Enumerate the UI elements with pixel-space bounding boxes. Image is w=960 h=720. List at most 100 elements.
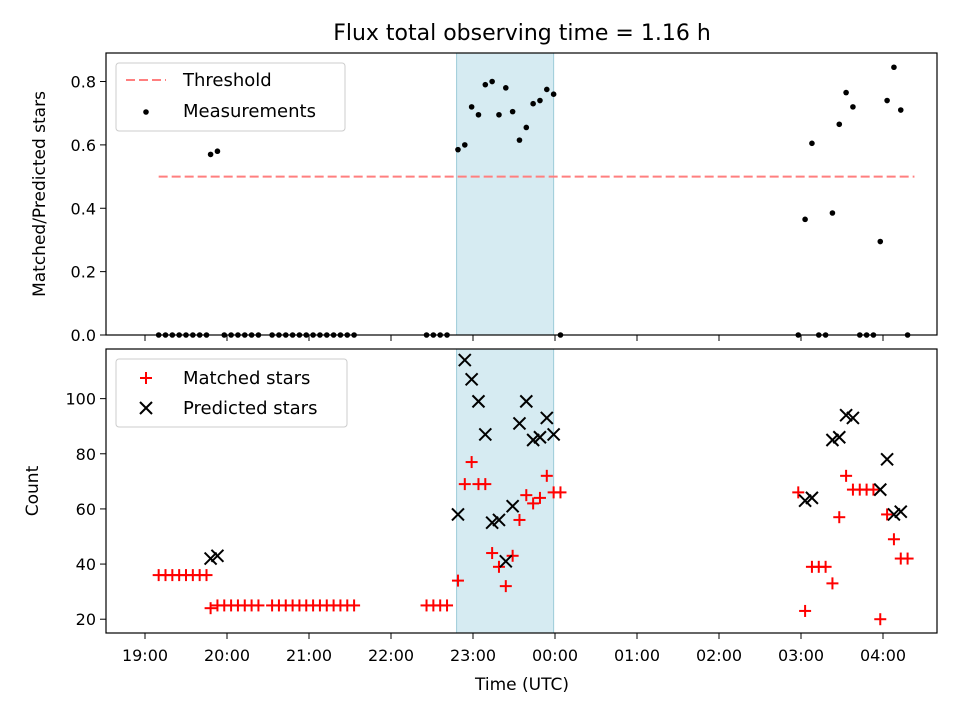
x-tick-label: 22:00 xyxy=(368,646,414,665)
measurement-point xyxy=(836,121,843,128)
measurement-point xyxy=(829,210,836,216)
predicted-stars-point xyxy=(887,507,901,522)
y-tick-label: 80 xyxy=(76,445,96,464)
x-tick-label: 03:00 xyxy=(778,646,824,665)
x-tick-label: 19:00 xyxy=(122,646,168,665)
matched-stars-point xyxy=(833,511,846,524)
measurement-point xyxy=(455,146,461,153)
matched-stars-point xyxy=(887,533,900,546)
predicted-stars-point xyxy=(825,433,840,447)
x-tick-label: 02:00 xyxy=(696,646,742,665)
matched-stars-point xyxy=(520,489,533,502)
predicted-stars-point xyxy=(846,411,860,425)
predicted-stars-point xyxy=(512,416,527,431)
matched-stars-point xyxy=(881,508,894,521)
predicted-stars-point xyxy=(458,353,472,367)
predicted-stars-point xyxy=(873,482,887,497)
measurement-point xyxy=(537,97,543,104)
top-y-axis-label: Matched/Predicted stars xyxy=(30,91,50,297)
y-tick-label: 100 xyxy=(65,390,96,409)
chart-title: Flux total observing time = 1.16 h xyxy=(333,21,711,46)
predicted-stars-point xyxy=(839,408,853,422)
predicted-stars-point xyxy=(499,554,513,569)
predicted-stars-point xyxy=(540,411,554,425)
bottom-panel: 20 40 60 80 100 Count Matched stars Predicte… xyxy=(23,348,938,639)
matched-stars-point xyxy=(554,486,567,499)
predicted-stars-point xyxy=(805,491,819,505)
predicted-stars-point xyxy=(478,427,493,442)
matched-stars-point xyxy=(540,469,553,482)
predicted-stars-point xyxy=(203,551,218,566)
y-tick-label: 0.6 xyxy=(71,136,96,155)
x-tick-label: 23:00 xyxy=(450,646,496,665)
predicted-stars-point xyxy=(526,433,540,447)
matched-stars-point xyxy=(506,549,519,562)
measurement-point xyxy=(207,151,214,158)
matched-stars-point xyxy=(479,478,492,491)
y-tick-label: 20 xyxy=(76,610,96,629)
x-tick-label: 00:00 xyxy=(532,646,578,665)
predicted-stars-point xyxy=(505,499,520,513)
predicted-stars-point xyxy=(798,493,812,508)
matched-stars-point xyxy=(874,613,887,626)
measurement-point xyxy=(897,107,904,113)
matched-stars-point xyxy=(527,497,540,510)
legend-matched-marker xyxy=(140,372,152,384)
predicted-stars-point xyxy=(519,394,534,409)
matched-stars-point xyxy=(792,486,805,499)
measurement-point xyxy=(884,97,890,104)
matched-stars-point xyxy=(533,491,546,504)
legend-predicted-label: Predicted stars xyxy=(183,398,317,419)
measurement-point xyxy=(809,140,815,147)
predicted-stars-point xyxy=(880,452,894,466)
matched-stars-point xyxy=(441,599,454,612)
top-legend: Threshold Measurements xyxy=(115,62,346,132)
matched-stars-point xyxy=(465,456,478,469)
predicted-stars-point xyxy=(894,504,908,519)
y-tick-label: 40 xyxy=(76,555,96,574)
measurement-point xyxy=(891,64,897,71)
measurement-point xyxy=(523,124,530,131)
matched-stars-point xyxy=(348,599,361,612)
y-tick-label: 0.8 xyxy=(71,73,96,92)
measurement-point xyxy=(489,78,495,85)
measurement-point xyxy=(802,216,808,223)
matched-stars-point xyxy=(252,599,265,612)
matched-stars-point xyxy=(901,552,914,565)
matched-stars-point xyxy=(200,569,213,582)
matched-stars-point xyxy=(819,560,832,573)
x-tick-label: 20:00 xyxy=(204,646,250,665)
predicted-stars-point xyxy=(546,427,561,442)
shaded-region xyxy=(456,52,555,336)
matched-stars-point xyxy=(204,602,217,615)
matched-stars-point xyxy=(826,577,839,590)
measurement-point xyxy=(850,104,856,110)
x-tick-label: 01:00 xyxy=(614,646,660,665)
top-panel: 0.00.20.40.60.8 Matched/Predicted stars … xyxy=(30,52,938,345)
y-tick-label: 60 xyxy=(76,500,96,519)
legend-measurements-label: Measurements xyxy=(183,101,316,122)
matched-stars-point xyxy=(799,604,812,617)
measurement-point xyxy=(550,91,557,97)
predicted-stars-point xyxy=(210,549,225,563)
predicted-stars-point xyxy=(485,516,499,530)
matched-stars-point xyxy=(840,469,853,482)
measurement-point xyxy=(462,142,468,148)
matched-stars-point xyxy=(451,574,464,587)
predicted-stars-point xyxy=(451,507,465,522)
measurement-point xyxy=(509,108,516,115)
matched-stars-point xyxy=(458,478,471,491)
predicted-stars-point xyxy=(533,430,547,444)
y-tick-label: 0.2 xyxy=(71,263,96,282)
measurement-point xyxy=(503,85,509,91)
legend-matched-label: Matched stars xyxy=(183,368,310,389)
matched-stars-point xyxy=(513,513,526,526)
measurement-point xyxy=(877,238,884,245)
measurement-point xyxy=(530,100,536,107)
measurement-point xyxy=(544,86,550,93)
measurement-point xyxy=(468,104,475,110)
measurement-point xyxy=(475,111,482,118)
bottom-y-axis-label: Count xyxy=(23,465,43,516)
bottom-plot-frame xyxy=(105,348,938,634)
